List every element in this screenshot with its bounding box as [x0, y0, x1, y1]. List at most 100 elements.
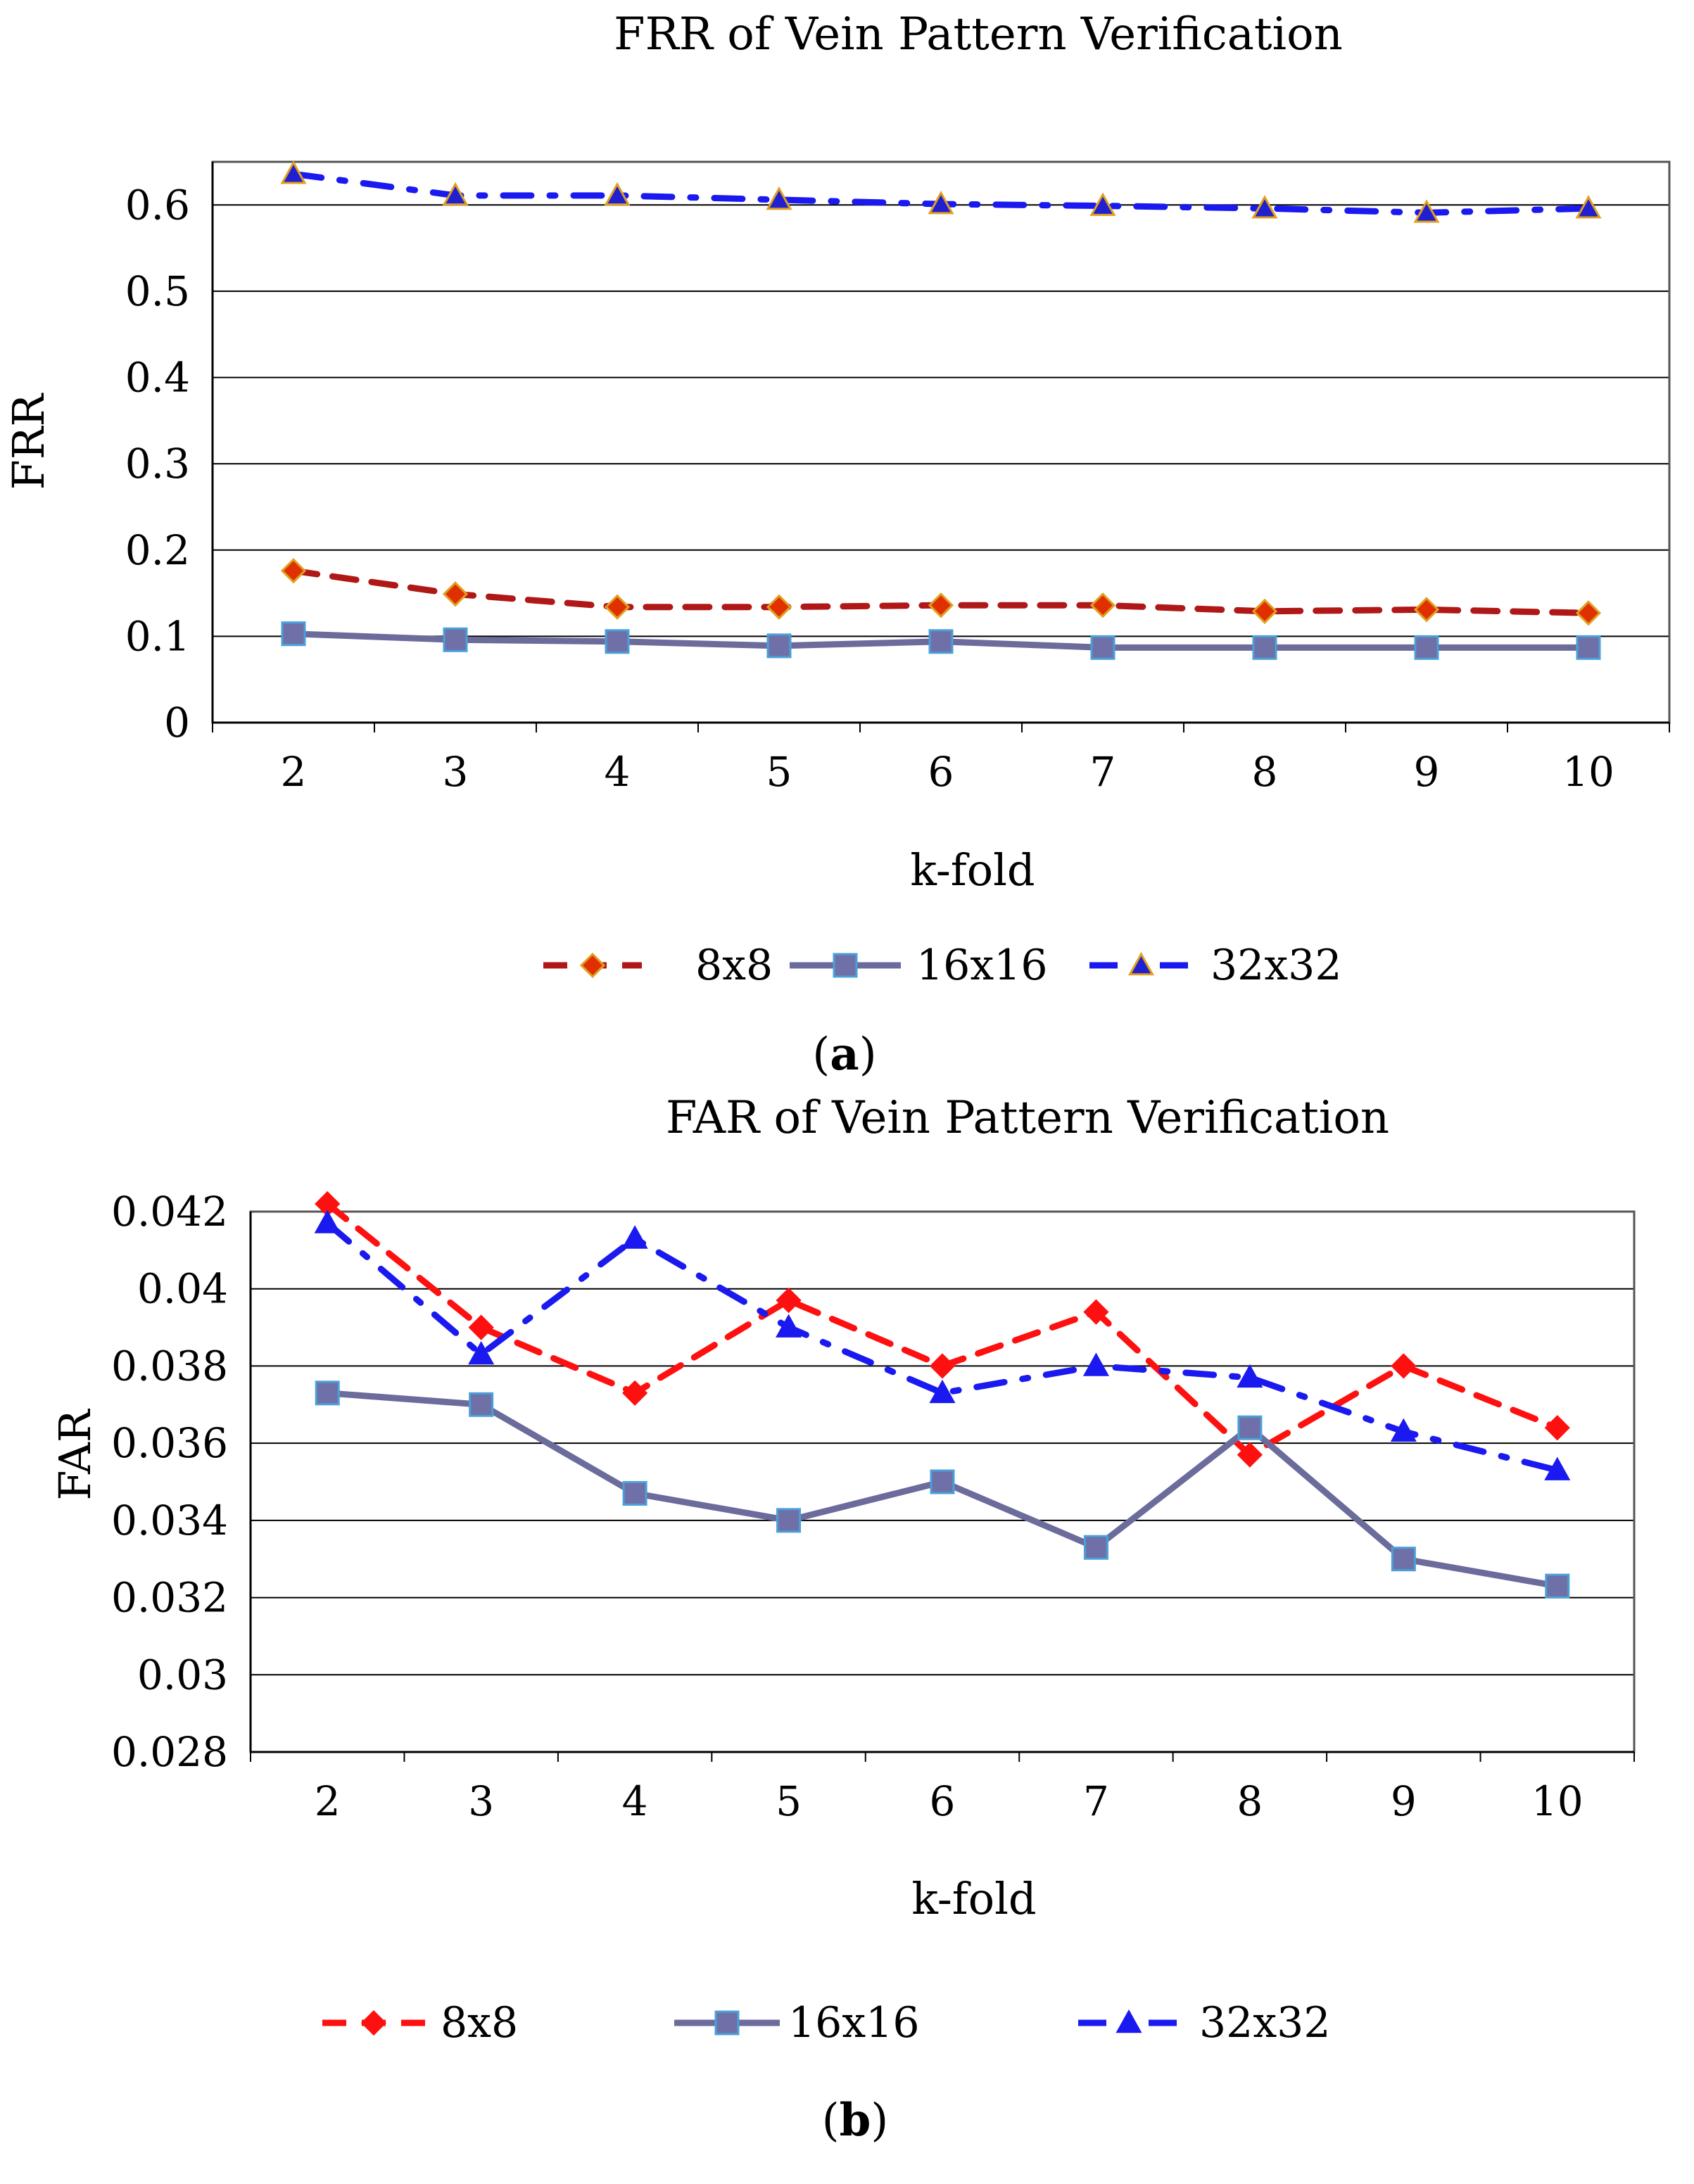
- chart-b-legend-label: 16x16: [788, 1998, 920, 2048]
- chart-b-point-8x8: [468, 1314, 494, 1340]
- chart-b-line-32x32: [324, 1219, 1561, 1474]
- chart-a-point-8x8: [1089, 592, 1116, 618]
- chart-a-legend-label: 16x16: [916, 941, 1048, 990]
- chart-a-panel-label: (a): [812, 1028, 876, 1081]
- chart-b-point-16x16: [1545, 1573, 1570, 1599]
- chart-a-xtick-label: 6: [928, 748, 954, 796]
- chart-b-ytick-label: 0.042: [111, 1188, 228, 1236]
- chart-b-point-16x16: [1083, 1535, 1108, 1560]
- chart-b-point-8x8: [776, 1288, 802, 1314]
- chart-b-point-32x32: [776, 1314, 802, 1338]
- chart-b-point-32x32: [1390, 1418, 1417, 1442]
- chart-a-ytick-label: 0.5: [125, 267, 190, 315]
- chart-a-ytick-label: 0: [164, 699, 190, 747]
- chart-a-series-8x8: [280, 558, 1602, 626]
- chart-a-ytick-label: 0.4: [125, 354, 190, 402]
- chart-b-point-16x16: [622, 1480, 647, 1506]
- chart-b-legend-item-8x8: 8x8: [322, 1998, 518, 2048]
- chart-b-point-16x16: [315, 1380, 340, 1406]
- chart-a-xtick-label: 2: [281, 748, 307, 796]
- chart-a-point-32x32: [604, 182, 631, 206]
- chart-b-ytick-label: 0.034: [111, 1497, 228, 1544]
- chart-b-point-16x16: [1237, 1415, 1263, 1440]
- chart-b-ytick-label: 0.03: [137, 1651, 228, 1699]
- chart-a-legend-item-16x16: 16x16: [790, 941, 1048, 990]
- chart-a-xtick-label: 4: [605, 748, 631, 796]
- chart-a-xlabel: k-fold: [910, 844, 1035, 896]
- chart-b-ytick-label: 0.04: [137, 1265, 228, 1313]
- chart-a-series-32x32: [280, 160, 1602, 223]
- chart-b-point-16x16: [930, 1469, 955, 1494]
- chart-b-point-32x32: [1544, 1456, 1571, 1480]
- chart-b-point-8x8: [621, 1380, 648, 1406]
- chart-a-xtick-label: 5: [766, 748, 792, 796]
- chart-a-xtick-label: 8: [1252, 748, 1278, 796]
- chart-a-point-16x16: [766, 633, 792, 659]
- chart-a-point-32x32: [1575, 195, 1602, 219]
- chart-a-point-32x32: [1413, 199, 1440, 223]
- chart-a-point-32x32: [1089, 192, 1116, 216]
- chart-b-legend-label: 32x32: [1199, 1998, 1331, 2048]
- chart-a-point-16x16: [281, 621, 306, 647]
- chart-a-point-32x32: [280, 160, 307, 184]
- chart-a-legend-label: 8x8: [695, 941, 773, 990]
- chart-b-xtick-label: 3: [468, 1777, 494, 1825]
- chart-a-legend-marker: [579, 952, 606, 979]
- chart-a-ylabel: FRR: [3, 392, 54, 490]
- chart-b-legend-marker: [360, 2010, 387, 2036]
- chart-a-point-32x32: [442, 182, 469, 206]
- chart-b-xtick-label: 6: [930, 1777, 956, 1825]
- chart-b-point-8x8: [1083, 1299, 1109, 1325]
- chart-b-ytick-label: 0.038: [111, 1342, 228, 1390]
- chart-a-ytick-label: 0.1: [125, 612, 190, 660]
- chart-b-ytick-label: 0.032: [111, 1574, 228, 1622]
- chart-b-point-16x16: [776, 1508, 802, 1533]
- chart-a-point-32x32: [928, 190, 954, 215]
- chart-b-xtick-label: 7: [1083, 1777, 1109, 1825]
- chart-a-legend-marker: [1127, 951, 1155, 976]
- chart-b-ytick-label: 0.028: [111, 1728, 228, 1776]
- chart-b-point-8x8: [1391, 1353, 1417, 1379]
- chart-b-legend-label: 8x8: [441, 1998, 518, 2048]
- chart-a-point-16x16: [1090, 635, 1115, 660]
- chart-b-ytick-label: 0.036: [111, 1419, 228, 1467]
- chart-a-xtick-label: 10: [1562, 748, 1614, 796]
- chart-a-point-16x16: [1576, 635, 1601, 660]
- chart-b-point-32x32: [314, 1210, 341, 1233]
- chart-a-point-8x8: [1575, 600, 1602, 626]
- chart-a-point-32x32: [766, 186, 792, 210]
- chart-b-xtick-label: 2: [315, 1777, 341, 1825]
- chart-b-point-16x16: [1391, 1547, 1416, 1572]
- chart-a-xtick-label: 3: [443, 748, 469, 796]
- chart-b-point-8x8: [929, 1353, 956, 1379]
- chart-a-point-16x16: [1252, 635, 1277, 660]
- chart-a-title: FRR of Vein Pattern Verification: [614, 8, 1343, 61]
- chart-a-point-16x16: [605, 629, 630, 654]
- chart-b-point-8x8: [1237, 1442, 1263, 1468]
- chart-b-legend-item-16x16: 16x16: [674, 1998, 920, 2048]
- chart-b-xtick-label: 4: [622, 1777, 648, 1825]
- chart-a-legend-item-8x8: 8x8: [543, 941, 773, 990]
- chart-b-xtick-label: 8: [1237, 1777, 1263, 1825]
- chart-a-legend-item-32x32: 32x32: [1089, 941, 1342, 990]
- chart-b-series-16x16: [315, 1380, 1570, 1599]
- chart-a-point-8x8: [1251, 598, 1278, 624]
- chart-a-point-8x8: [442, 581, 469, 607]
- chart-b-legend-item-32x32: 32x32: [1078, 1998, 1331, 2048]
- chart-b-point-32x32: [1082, 1352, 1109, 1376]
- chart-a-point-8x8: [1413, 597, 1440, 623]
- chart-a-point-16x16: [443, 627, 468, 652]
- chart-a-point-8x8: [604, 594, 631, 620]
- chart-b-xtick-label: 5: [776, 1777, 802, 1825]
- chart-b-point-32x32: [468, 1340, 495, 1365]
- chart-b-title: FAR of Vein Pattern Verification: [666, 1092, 1389, 1144]
- chart-b-point-8x8: [1544, 1415, 1570, 1441]
- chart-b-point-32x32: [929, 1379, 956, 1404]
- chart-b-xtick-label: 9: [1391, 1777, 1417, 1825]
- chart-a-series-16x16: [281, 621, 1601, 660]
- chart-b-point-32x32: [1237, 1364, 1263, 1388]
- chart-a-point-8x8: [280, 558, 307, 584]
- chart-b-point-16x16: [469, 1392, 494, 1417]
- chart-a-point-8x8: [766, 594, 792, 620]
